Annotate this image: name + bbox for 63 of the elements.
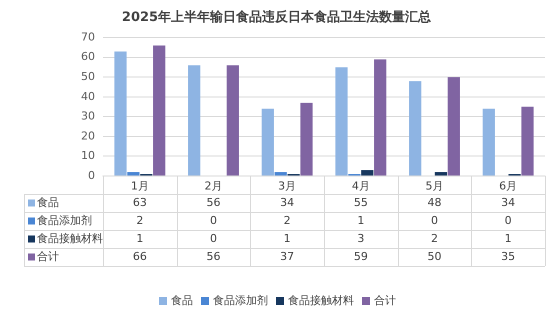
data-label: 66 <box>132 250 147 263</box>
data-label: 59 <box>354 250 368 263</box>
data-label: 2 <box>284 214 291 227</box>
x-tick-label: 2月 <box>204 179 222 192</box>
text: 食品接触材料 <box>288 294 354 307</box>
y-tick-label: 40 <box>81 90 95 103</box>
bar <box>226 65 239 176</box>
x-tick-label: 6月 <box>499 179 518 192</box>
y-tick-label: 20 <box>81 129 95 142</box>
bar <box>153 46 166 176</box>
text: 食品添加剂 <box>213 294 268 307</box>
text: 合计 <box>37 250 59 263</box>
text: 食品 <box>171 294 193 307</box>
bar <box>262 108 274 176</box>
bar <box>361 170 374 176</box>
data-label: 63 <box>132 196 147 209</box>
bar <box>335 67 348 176</box>
bar <box>300 102 313 176</box>
bar <box>274 172 287 176</box>
data-label: 56 <box>206 196 220 209</box>
x-tick-label: 3月 <box>278 179 296 192</box>
bar <box>127 172 140 176</box>
data-label: 1 <box>284 232 291 245</box>
y-tick-label: 0 <box>88 168 95 182</box>
y-tick-label: 50 <box>81 70 95 83</box>
legend-label: 合计 <box>374 293 396 308</box>
data-label: 48 <box>428 196 442 209</box>
y-tick-label: 30 <box>81 110 95 123</box>
y-tick-label: 70 <box>81 30 95 44</box>
bar <box>521 106 534 176</box>
chart-title: 2025年上半年输日食品违反日本食品卫生法数量汇总 <box>122 9 432 26</box>
bar <box>482 108 495 176</box>
data-label: 0 <box>210 214 217 227</box>
data-label: 34 <box>280 196 294 209</box>
data-label: 50 <box>428 250 442 263</box>
legend-label: 食品接触材料 <box>37 232 103 245</box>
bar <box>434 172 448 176</box>
legend-label: 食品 <box>37 196 59 209</box>
data-label: 55 <box>354 196 368 209</box>
bar <box>114 51 127 176</box>
data-label: 1 <box>504 232 512 245</box>
bar <box>448 77 460 176</box>
legend-label: 食品添加剂 <box>37 214 92 227</box>
bar <box>374 59 386 176</box>
data-label: 2 <box>136 214 144 227</box>
y-tick-label: 10 <box>81 149 95 162</box>
y-tick-label: 60 <box>81 50 95 64</box>
data-label: 1 <box>357 214 364 227</box>
data-label: 0 <box>210 232 217 245</box>
data-label: 0 <box>504 214 512 227</box>
data-label: 2 <box>431 232 438 245</box>
x-tick-label: 5月 <box>426 179 444 192</box>
x-tick-label: 1月 <box>130 179 149 192</box>
bar <box>409 81 422 176</box>
bar <box>188 65 200 176</box>
data-label: 3 <box>357 232 364 245</box>
data-label: 0 <box>431 214 438 227</box>
data-label: 1 <box>136 232 144 245</box>
data-label: 35 <box>501 250 516 263</box>
data-label: 37 <box>280 250 294 263</box>
x-tick-label: 4月 <box>352 179 370 192</box>
data-label: 34 <box>501 196 516 209</box>
data-label: 56 <box>206 250 220 263</box>
